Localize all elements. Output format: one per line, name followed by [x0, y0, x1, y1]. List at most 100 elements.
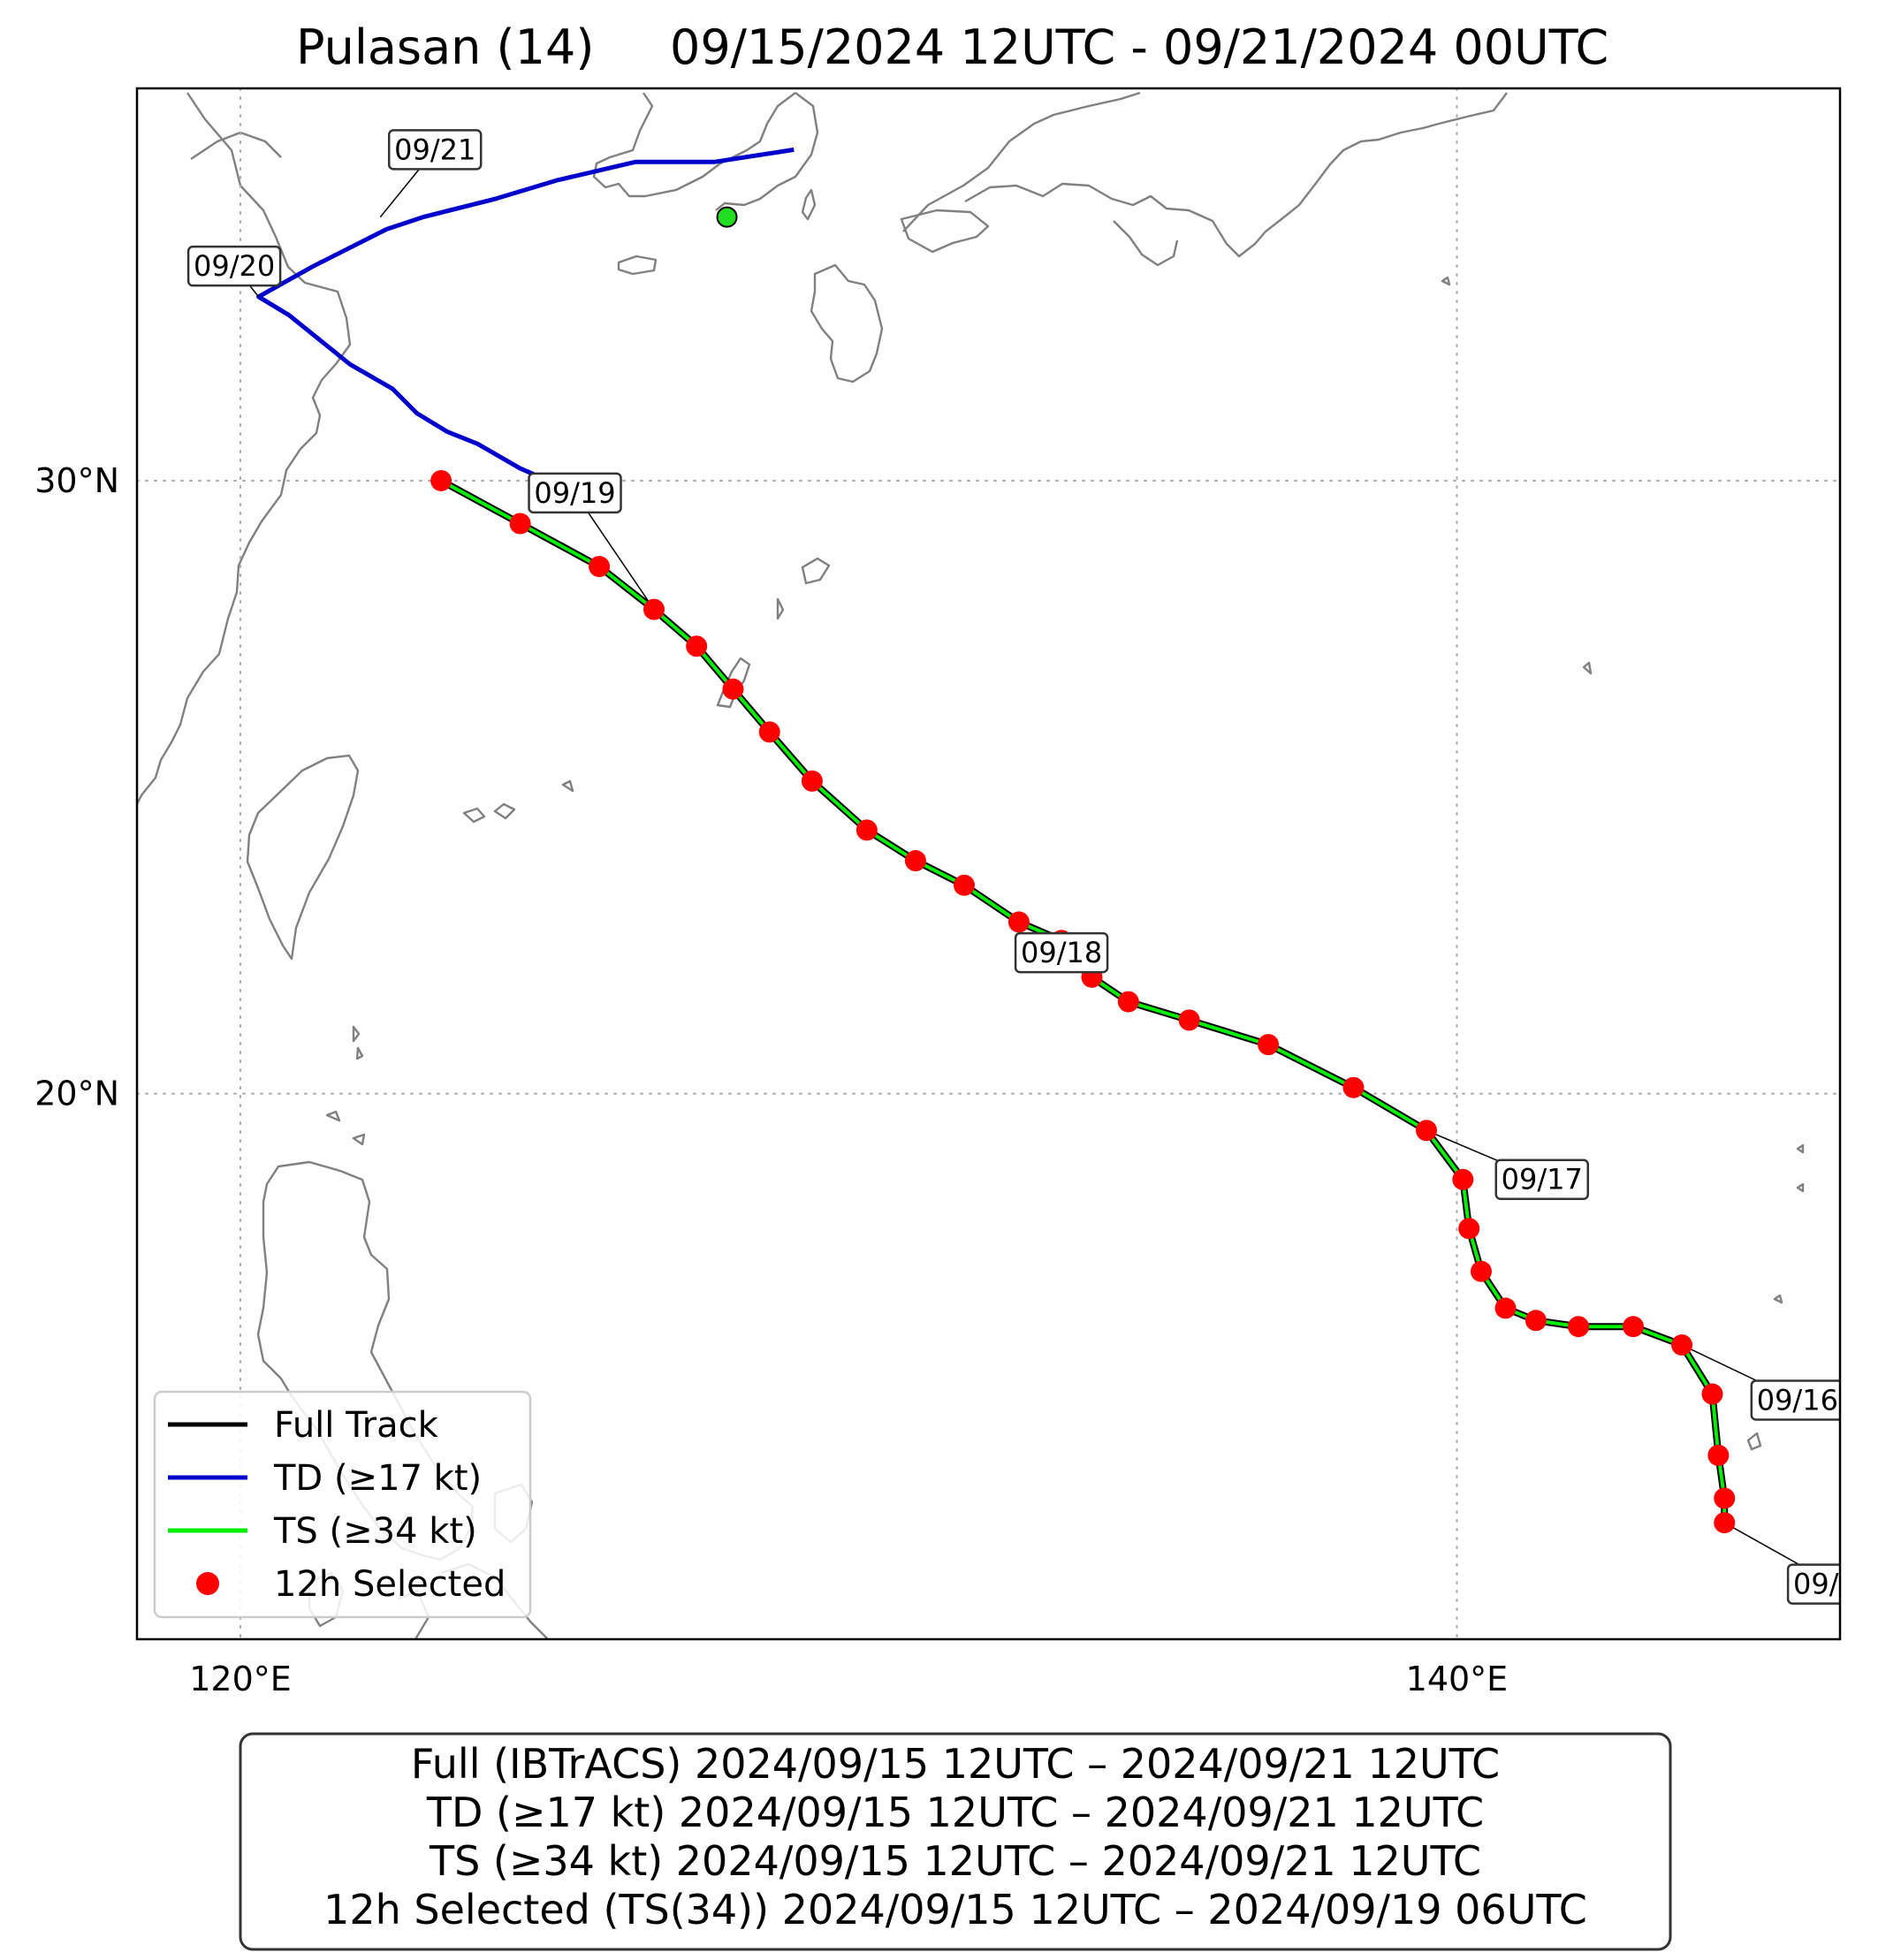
date-label-box [1494, 1159, 1590, 1200]
selected-point [1525, 1310, 1547, 1332]
summary-frame [239, 1732, 1672, 1951]
coast-kyushu [810, 263, 884, 384]
coast-miyako [493, 802, 516, 820]
selected-point [801, 770, 823, 792]
date-label: 09/15 [1786, 1563, 1874, 1605]
selected-point [1178, 1009, 1200, 1031]
date-labels: 09/15 09/16 09/17 09/18 09/19 09/20 09/21 [186, 129, 1874, 1605]
summary-line: Full (IBTrACS) 2024/09/15 12UTC – 2024/0… [411, 1740, 1500, 1788]
selected-point [953, 874, 975, 896]
tick-label-lat: 20°N [34, 1075, 119, 1113]
date-label-text: 09/15 [1793, 1568, 1874, 1601]
legend-label: Full Track [274, 1405, 439, 1446]
selected-point [1342, 1076, 1365, 1098]
coast-taiwan [246, 754, 360, 961]
selected-point [589, 556, 611, 578]
date-label-box [1014, 931, 1109, 974]
date-label-box [186, 245, 282, 287]
selected-point [1701, 1383, 1723, 1405]
map-area: 09/15 09/16 09/17 09/18 09/19 09/20 09/21 [137, 88, 1874, 1639]
coast-ryukyu-2 [776, 597, 785, 620]
coast-izu [1441, 276, 1451, 286]
selected-point [855, 819, 878, 841]
td-track-line [256, 147, 795, 490]
selected-point [1714, 1512, 1736, 1534]
date-label-box [1786, 1563, 1840, 1605]
legend-swatch-dot [196, 1572, 219, 1595]
coast-honshu-south [964, 92, 1508, 258]
title-storm: Pulasan (14) [296, 19, 594, 75]
selected-point [1714, 1487, 1736, 1509]
date-label: 09/20 [186, 245, 282, 287]
coast-mariana-1 [1746, 1432, 1762, 1451]
date-label: 09/18 [1014, 931, 1109, 974]
date-label-box [528, 472, 622, 514]
selected-point [1707, 1444, 1730, 1466]
tick-label-lon: 120°E [189, 1660, 292, 1698]
coast-jeju [617, 254, 658, 276]
legend-label: TD (≥17 kt) [273, 1458, 482, 1499]
date-label-text: 09/21 [394, 133, 475, 166]
coast-shandong [190, 131, 282, 160]
tick-label-lat: 30°N [34, 461, 119, 500]
date-label-text: 09/17 [1502, 1163, 1583, 1197]
coast-kii [1113, 220, 1179, 267]
coast-tsushima [801, 188, 817, 221]
ts-track-line [440, 479, 1727, 1523]
coast-korea-east [715, 92, 819, 211]
selected-point [1258, 1034, 1280, 1056]
selected-point [1117, 991, 1139, 1013]
date-label: 09/16 [1750, 1379, 1840, 1421]
date-label-text: 09/20 [194, 249, 275, 283]
selected-point [643, 598, 665, 620]
coast-mariana-2 [1773, 1143, 1805, 1304]
selected-point [1470, 1260, 1492, 1282]
coast-ryukyu-1 [801, 557, 831, 585]
axis-ticks: 120°E 140°E 20°N 30°N [34, 461, 1508, 1698]
legend: Full Track TD (≥17 kt) TS (≥34 kt) 12h Sele… [153, 1390, 532, 1619]
final-position-point [716, 206, 738, 228]
selected-point [1452, 1168, 1474, 1190]
date-label-text: 09/18 [1021, 936, 1102, 969]
selected-point [1458, 1218, 1480, 1240]
legend-label: 12h Selected [274, 1564, 506, 1605]
date-label: 09/17 [1494, 1159, 1590, 1200]
selected-points [430, 206, 1736, 1534]
selected-point [758, 721, 780, 743]
summary-line: TS (≥34 kt) 2024/09/15 12UTC – 2024/09/2… [429, 1837, 1481, 1885]
date-label-box [1750, 1379, 1840, 1421]
selected-point [1416, 1120, 1438, 1142]
selected-point [1008, 911, 1030, 933]
full-track-line [439, 477, 1729, 1523]
summary-line: TD (≥17 kt) 2024/09/15 12UTC – 2024/09/2… [426, 1789, 1484, 1836]
date-label: 09/19 [528, 472, 622, 514]
coast-korea [592, 92, 796, 198]
map-frame [135, 87, 1842, 1641]
coast-daito [1582, 661, 1593, 675]
date-label-text: 09/19 [534, 476, 615, 510]
coast-china-mainland [137, 92, 352, 805]
gridlines [137, 88, 1840, 1639]
coast-honshu [902, 91, 1141, 232]
tick-label-lon: 140°E [1406, 1660, 1509, 1698]
legend-frame [153, 1390, 532, 1619]
summary-box: Full (IBTrACS) 2024/09/15 12UTC – 2024/0… [239, 1732, 1672, 1951]
selected-point [1494, 1297, 1517, 1319]
coast-batanes [352, 1025, 364, 1060]
selected-point [1568, 1316, 1590, 1338]
legend-label: TS (≥34 kt) [273, 1511, 477, 1552]
selected-point [686, 635, 708, 657]
summary-line: 12h Selected (TS(34)) 2024/09/15 12UTC –… [323, 1886, 1587, 1933]
selected-point [722, 678, 744, 700]
coast-yaeyama [462, 779, 574, 824]
selected-point [1623, 1316, 1645, 1338]
selected-point [509, 513, 531, 535]
selected-point [904, 850, 926, 872]
date-label-text: 09/16 [1757, 1383, 1838, 1417]
title-period: 09/15/2024 12UTC - 09/21/2024 00UTC [670, 19, 1608, 75]
selected-point [430, 469, 452, 491]
date-label-leaders [233, 148, 1835, 1585]
coast-shikoku [900, 209, 990, 254]
selected-point [1671, 1334, 1693, 1356]
